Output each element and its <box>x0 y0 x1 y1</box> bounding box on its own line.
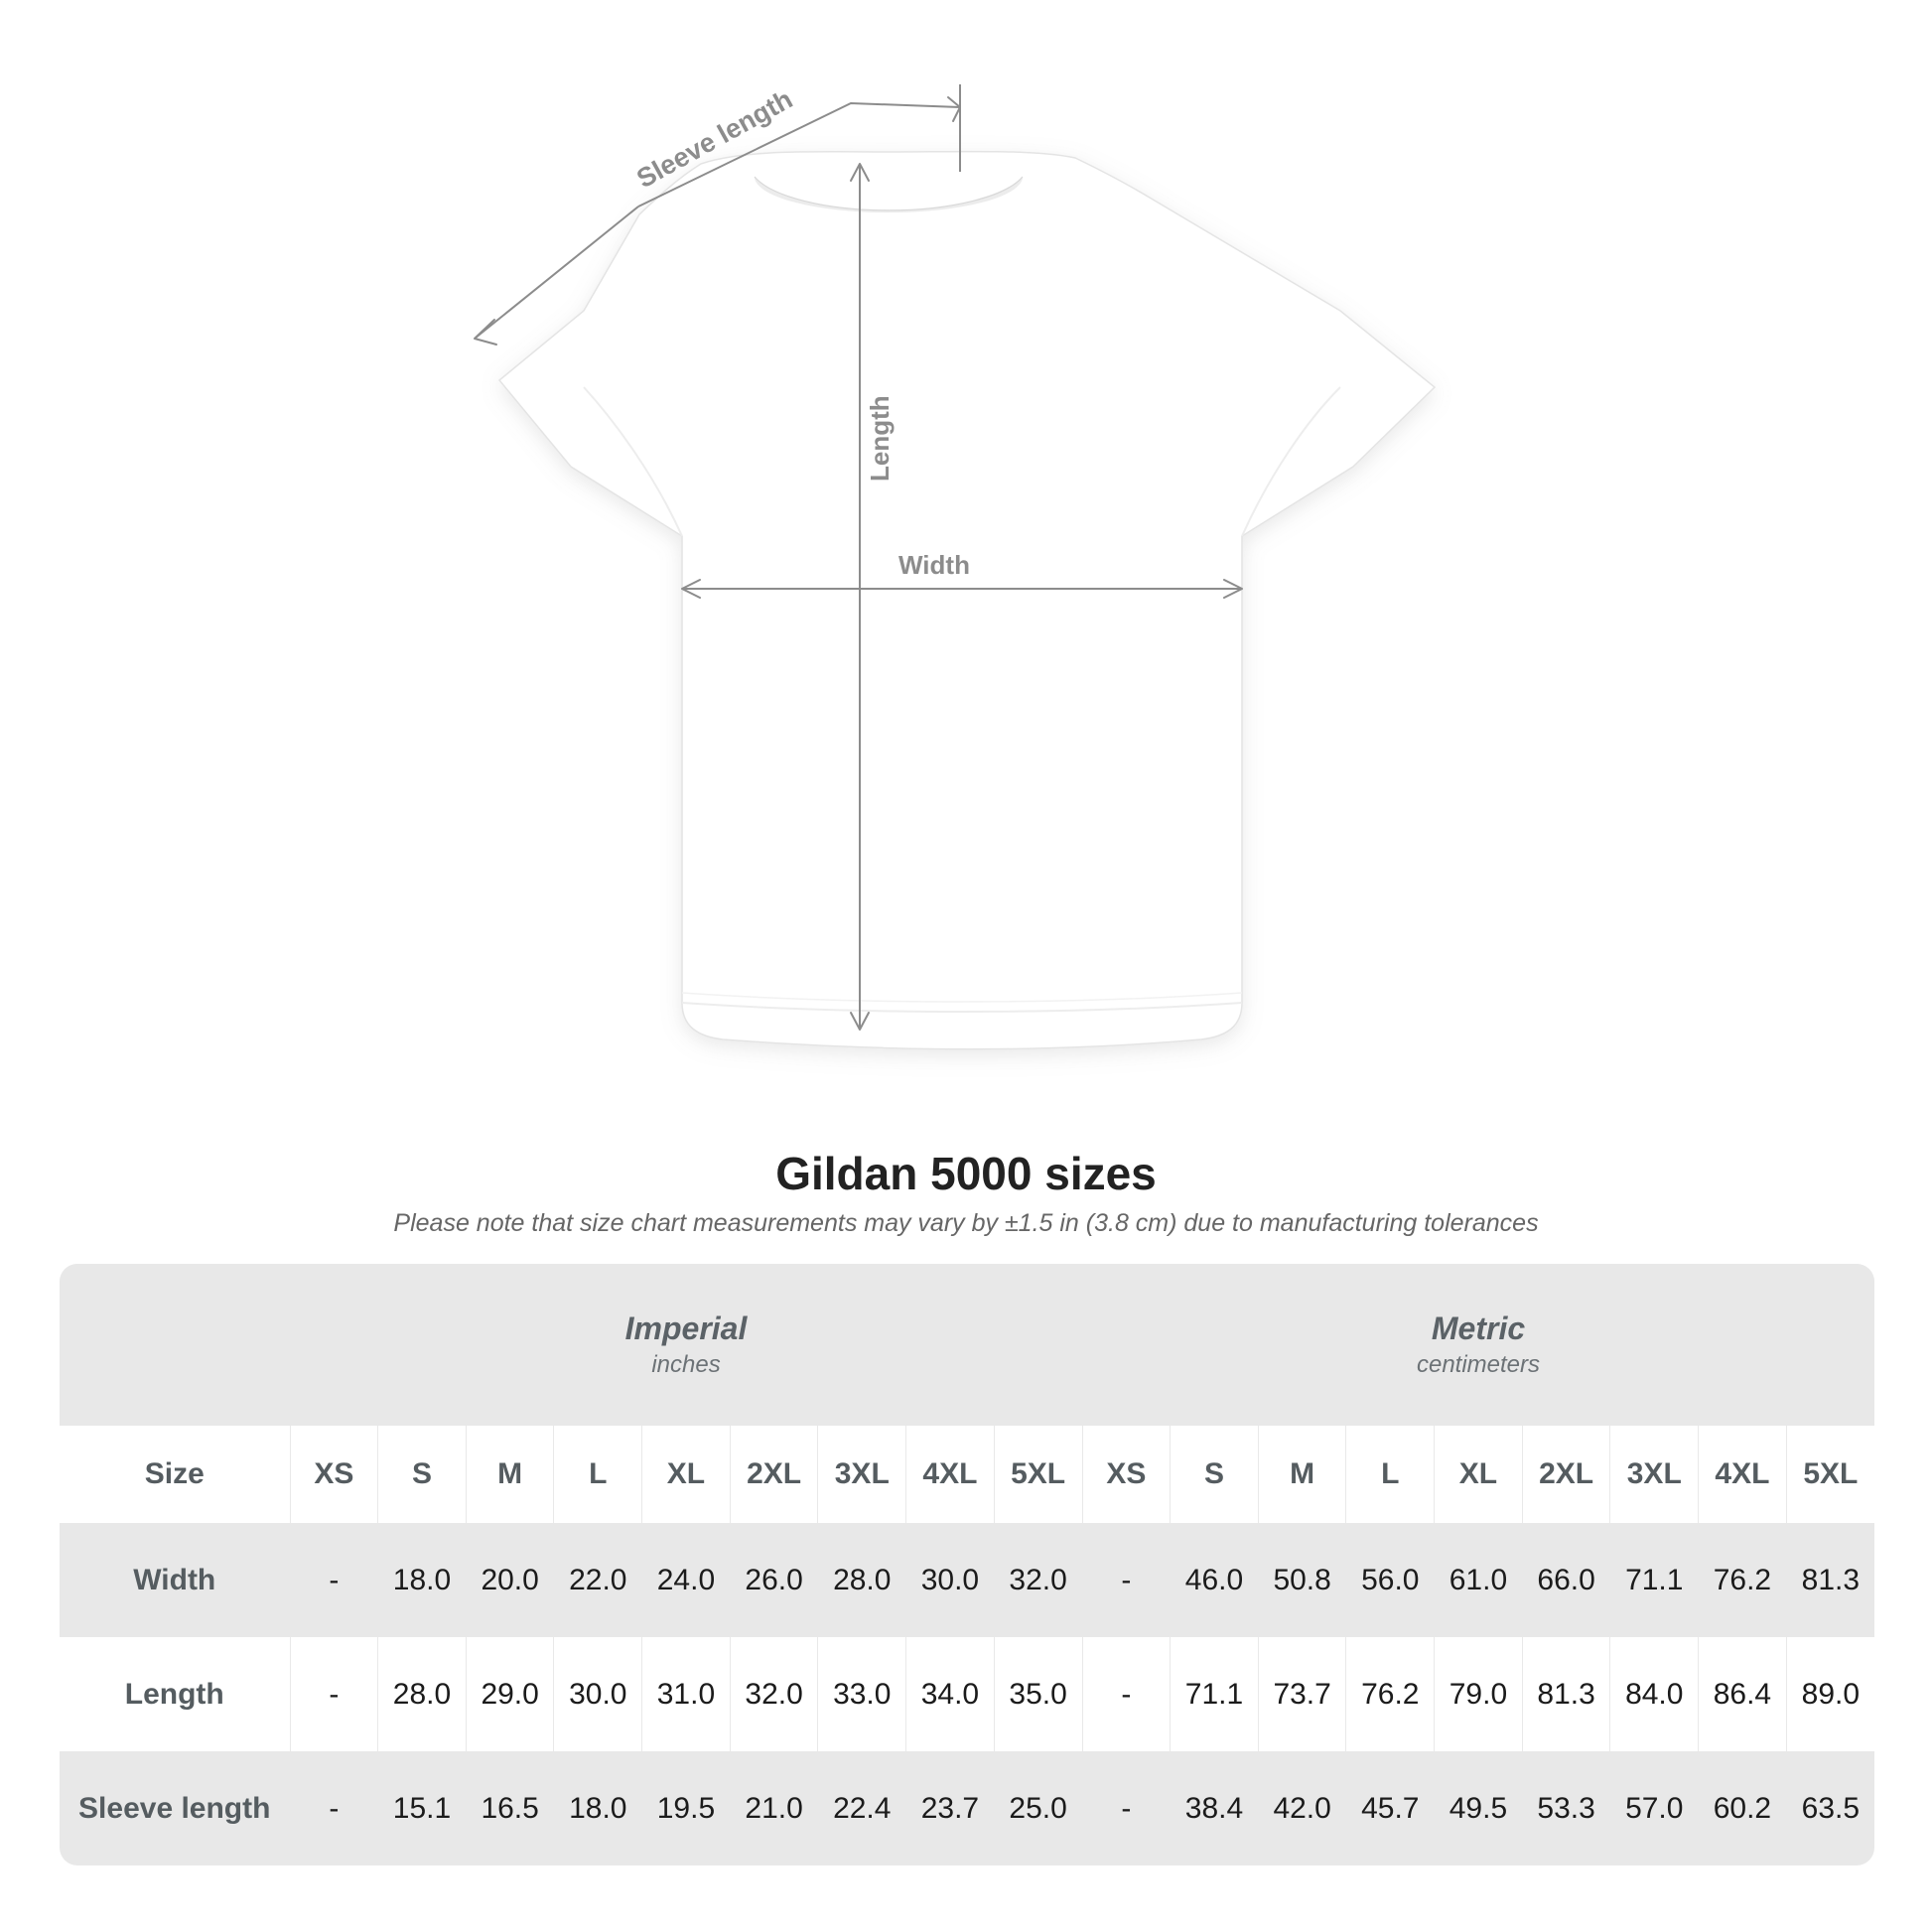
svg-text:Length: Length <box>865 395 895 482</box>
svg-text:Width: Width <box>898 550 970 580</box>
